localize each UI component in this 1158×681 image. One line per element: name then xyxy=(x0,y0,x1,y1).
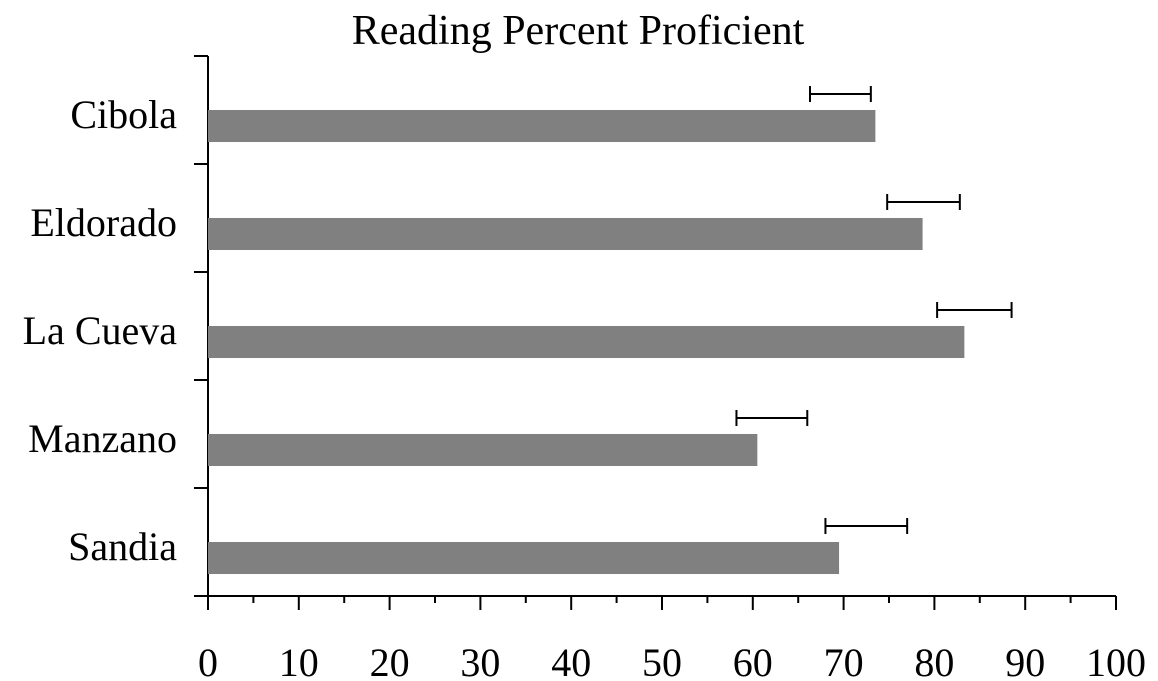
category-label: La Cueva xyxy=(23,308,178,353)
bar-sandia xyxy=(208,542,840,574)
x-tick-label: 80 xyxy=(914,640,954,681)
x-tick-label: 0 xyxy=(198,640,218,681)
category-label: Eldorado xyxy=(30,200,177,245)
category-label: Manzano xyxy=(28,416,177,461)
x-tick-label: 10 xyxy=(279,640,319,681)
bar-manzano xyxy=(208,434,758,466)
x-tick-label: 100 xyxy=(1086,640,1146,681)
x-tick-label: 50 xyxy=(642,640,682,681)
category-label: Sandia xyxy=(68,524,177,569)
category-label: Cibola xyxy=(70,92,177,137)
x-tick-label: 60 xyxy=(733,640,773,681)
bar-eldorado xyxy=(208,218,923,250)
chart-title: Reading Percent Proficient xyxy=(352,8,805,54)
bar-cibola xyxy=(208,110,876,142)
x-tick-label: 90 xyxy=(1005,640,1045,681)
x-tick-label: 70 xyxy=(824,640,864,681)
bar-la-cueva xyxy=(208,326,965,358)
plot-area: 0 10 20 30 40 50 60 70 80 90 100 Cibola Eldorado La C… xyxy=(23,55,1146,681)
x-tick-label: 30 xyxy=(460,640,500,681)
x-tick-label: 20 xyxy=(370,640,410,681)
x-tick-label: 40 xyxy=(551,640,591,681)
